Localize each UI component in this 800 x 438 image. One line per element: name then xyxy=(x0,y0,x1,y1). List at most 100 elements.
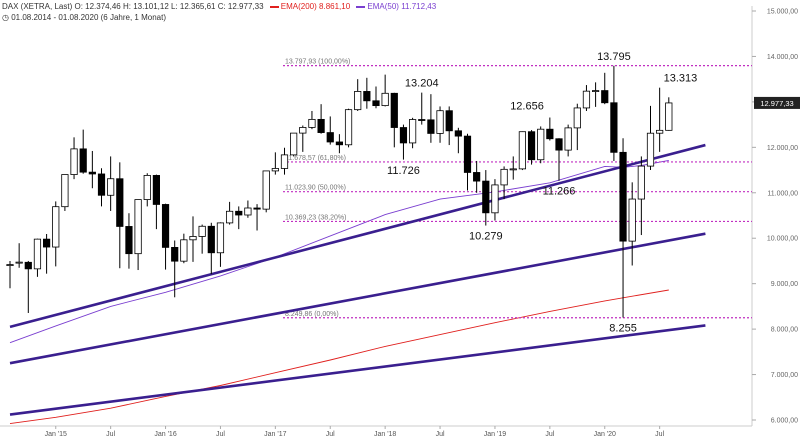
candle xyxy=(637,156,645,236)
candle-body xyxy=(262,170,270,210)
candle-body xyxy=(326,132,334,143)
candle-body xyxy=(24,261,32,270)
candle xyxy=(225,201,234,225)
candle xyxy=(207,222,215,275)
candle-body xyxy=(592,90,600,92)
y-tick-label: 7.000,00 xyxy=(771,372,798,379)
last-price-box xyxy=(754,96,800,109)
candle xyxy=(52,201,60,267)
candle-body xyxy=(454,130,462,137)
price-annotation: 13.204 xyxy=(405,78,439,90)
candle-body xyxy=(656,129,664,134)
y-tick-label: 10.000,00 xyxy=(767,236,798,243)
candle xyxy=(61,174,69,211)
price-annotation: 13.313 xyxy=(664,73,698,85)
x-tick-label: Jan '16 xyxy=(154,431,176,438)
chart-title: DAX (XETRA, Last) xyxy=(2,2,73,11)
candle xyxy=(326,116,334,145)
candle xyxy=(88,150,96,189)
candle xyxy=(280,147,289,175)
candle-body xyxy=(171,247,179,262)
candle-body xyxy=(427,119,435,134)
axis-layer: 6.000,00 7.000,00 8.000,00 9.000,00 10.000,0… xyxy=(45,9,800,438)
candle-body xyxy=(354,91,362,111)
candle xyxy=(116,162,124,269)
candle-body xyxy=(665,102,673,131)
trendline xyxy=(9,324,706,416)
candle-body xyxy=(509,168,517,171)
candle xyxy=(628,182,636,266)
x-tick-label: Jul xyxy=(655,431,664,438)
x-tick-label: Jan '19 xyxy=(484,431,506,438)
candle xyxy=(152,174,160,230)
candle-body xyxy=(299,127,307,134)
candle xyxy=(6,260,14,289)
candle xyxy=(24,260,32,313)
ohlc-readout: O: 12.374,46 H: 13.101,12 L: 12.365,61 C… xyxy=(74,2,264,11)
candle xyxy=(290,132,298,157)
x-tick-label: Jul xyxy=(216,431,225,438)
candle-body xyxy=(335,141,344,146)
price-annotation: 8.255 xyxy=(609,323,637,335)
candle xyxy=(656,87,664,152)
candle xyxy=(610,65,618,161)
candle-body xyxy=(244,207,252,216)
last-price-marker: 12.977,33 xyxy=(754,96,800,109)
candle xyxy=(427,94,435,143)
candle xyxy=(573,103,581,151)
candle xyxy=(509,156,517,180)
candle xyxy=(473,160,481,193)
x-tick-label: Jul xyxy=(545,431,554,438)
candle xyxy=(189,216,197,262)
price-annotation: 13.795 xyxy=(597,51,631,63)
candle-body xyxy=(601,90,609,104)
candle xyxy=(33,238,42,277)
candle xyxy=(79,129,87,174)
candle-body xyxy=(418,119,426,121)
candle xyxy=(43,233,51,274)
candle xyxy=(646,105,655,171)
candle xyxy=(317,104,325,134)
candle xyxy=(582,85,591,111)
candle-body xyxy=(537,128,545,161)
candle xyxy=(601,72,609,105)
ema200-label: EMA(200) xyxy=(280,2,317,11)
candle-body xyxy=(363,91,371,102)
candle xyxy=(454,127,462,154)
candle-body xyxy=(628,198,636,242)
fib-level-label: 11.023,90 (50,00%) xyxy=(285,185,346,192)
x-tick-label: Jan '18 xyxy=(374,431,396,438)
ema200-value: 8.861,10 xyxy=(319,2,351,11)
candle-body xyxy=(61,174,69,208)
candle xyxy=(253,204,261,231)
candle-body xyxy=(573,107,581,129)
candle xyxy=(418,92,426,125)
candle-body xyxy=(52,206,60,248)
candle-body xyxy=(143,175,151,200)
candle-body xyxy=(6,264,14,266)
x-tick-label: Jul xyxy=(326,431,335,438)
x-tick-label: Jan '20 xyxy=(594,431,616,438)
ema200-swatch xyxy=(269,5,279,8)
candle xyxy=(107,156,115,211)
x-tick-label: Jan '17 xyxy=(264,431,286,438)
candle-body xyxy=(253,207,261,210)
candles-layer xyxy=(6,65,673,318)
candle-body xyxy=(527,131,536,161)
candle xyxy=(308,110,316,130)
candle xyxy=(445,106,453,146)
candle xyxy=(390,92,398,148)
ema200-layer xyxy=(9,289,669,425)
candle xyxy=(381,74,389,107)
date-range: 01.08.2014 - 01.08.2020 (6 Jahre, 1 Mona… xyxy=(11,13,166,22)
price-annotation: 10.279 xyxy=(469,231,503,243)
candle xyxy=(491,179,499,221)
candle-body xyxy=(116,178,124,227)
candle-body xyxy=(235,210,243,216)
fib-level-label: 10.369,23 (38,20%) xyxy=(285,214,347,221)
x-tick-label: Jan '15 xyxy=(45,431,67,438)
candle xyxy=(354,79,362,111)
candle-body xyxy=(564,127,572,151)
candle xyxy=(546,117,554,141)
y-tick-label: 11.000,00 xyxy=(767,190,798,197)
